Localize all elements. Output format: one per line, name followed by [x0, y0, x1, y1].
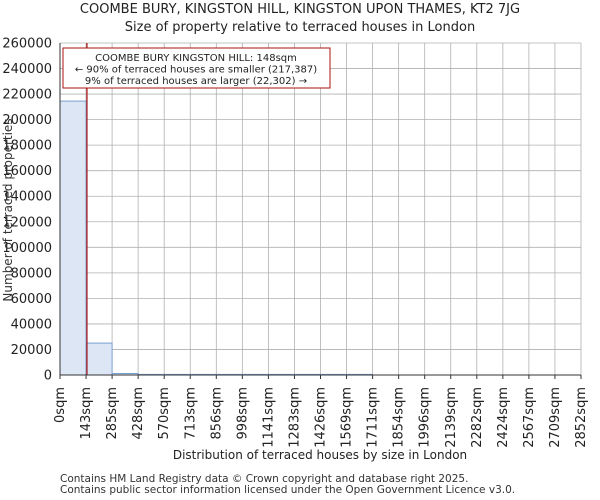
x-tick-label: 2567sqm	[522, 387, 537, 448]
x-tick-label: 1711sqm	[366, 387, 381, 448]
x-tick-label: 1996sqm	[418, 387, 433, 448]
x-tick-label: 2424sqm	[496, 387, 511, 448]
x-tick-label: 285sqm	[105, 387, 120, 440]
annotation-line: 9% of terraced houses are larger (22,302…	[85, 76, 307, 87]
x-axis-label: Distribution of terraced houses by size …	[173, 448, 467, 462]
y-tick-label: 40000	[11, 317, 52, 332]
grid-lines	[59, 42, 582, 376]
y-tick-label: 180000	[2, 139, 52, 154]
y-tick-label: 140000	[2, 190, 52, 205]
x-tick-label: 1141sqm	[261, 387, 276, 448]
x-tick-label: 570sqm	[157, 387, 172, 440]
y-tick-label: 240000	[2, 62, 52, 77]
y-tick-label: 80000	[11, 266, 52, 281]
annotation-frame	[62, 47, 331, 89]
bar	[85, 342, 113, 376]
x-tick-label: 2709sqm	[548, 387, 563, 448]
annotation-line: ← 90% of terraced houses are smaller (21…	[75, 65, 317, 76]
y-tick-label: 100000	[2, 241, 52, 256]
y-tick-labels: 0 20000 40000 60000 80000 100000 120000 140000 1…	[2, 37, 52, 384]
bar	[59, 100, 87, 376]
chart-subtitle: Size of property relative to terraced ho…	[124, 20, 476, 35]
x-tick-label: 143sqm	[79, 387, 94, 440]
y-tick-label: 260000	[2, 37, 52, 52]
x-tick-labels: 0sqm 143sqm 285sqm 428sqm 570sqm 713sqm 856sqm…	[53, 375, 589, 448]
x-tick-label: 1569sqm	[340, 387, 355, 448]
x-tick-label: 0sqm	[53, 387, 68, 423]
x-tick-label: 428sqm	[131, 387, 146, 440]
y-tick-label: 20000	[11, 343, 52, 358]
y-axis-label: Number of terraced properties	[1, 118, 15, 301]
y-tick-label: 60000	[11, 292, 52, 307]
y-tick-label: 160000	[2, 164, 52, 179]
bars	[59, 100, 374, 376]
x-tick-label: 2852sqm	[574, 387, 589, 448]
x-tick-label: 2139sqm	[444, 387, 459, 448]
y-tick-label: 0	[44, 369, 52, 384]
annotation-line: COOMBE BURY KINGSTON HILL: 148sqm	[95, 53, 297, 64]
x-tick-label: 998sqm	[235, 387, 250, 440]
x-tick-label: 1283sqm	[287, 387, 302, 448]
annotation-box: COOMBE BURY KINGSTON HILL: 148sqm← 90% o…	[62, 47, 331, 89]
x-tick-label: 713sqm	[183, 387, 198, 440]
chart-title: COOMBE BURY, KINGSTON HILL, KINGSTON UPO…	[79, 2, 521, 17]
y-tick-label: 120000	[2, 215, 52, 230]
x-tick-label: 2282sqm	[470, 387, 485, 448]
y-tick-label: 220000	[2, 88, 52, 103]
footer-copyright: Contains HM Land Registry data © Crown c…	[60, 473, 469, 485]
footer-licence: Contains public sector information licen…	[60, 484, 516, 496]
y-tick-label: 200000	[2, 113, 52, 128]
x-tick-label: 856sqm	[209, 387, 224, 440]
x-tick-label: 1426sqm	[314, 387, 329, 448]
x-tick-label: 1854sqm	[392, 387, 407, 448]
